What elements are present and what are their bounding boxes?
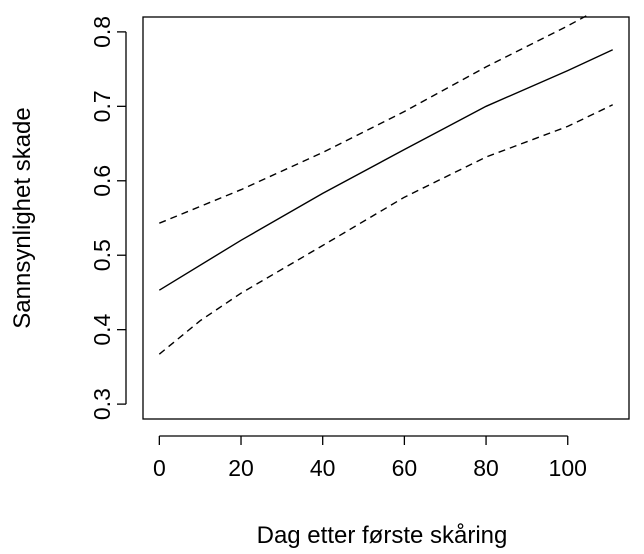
x-tick-label: 80 [473, 455, 499, 481]
series-group [158, 14, 614, 355]
y-tick-label: 0.5 [89, 239, 115, 271]
x-tick-label: 100 [549, 455, 587, 481]
y-tick-label: 0.4 [89, 313, 115, 345]
series-line-lower-bound [158, 104, 614, 355]
y-tick-label: 0.7 [89, 90, 115, 122]
y-tick-label: 0.6 [89, 165, 115, 197]
y-axis-title: Sannsynlighet skade [9, 107, 36, 328]
x-tick-label: 40 [310, 455, 336, 481]
x-tick-label: 0 [153, 455, 166, 481]
y-tick-label: 0.3 [89, 388, 115, 420]
x-axis-title: Dag etter første skåring [257, 522, 508, 549]
series-line-fit [158, 49, 613, 291]
y-tick-label: 0.8 [89, 16, 115, 48]
plot-area-box [142, 16, 630, 420]
x-axis: 0 20 40 60 80 100 [153, 435, 587, 481]
x-tick-label: 20 [228, 455, 254, 481]
series-line-upper-bound [159, 14, 589, 224]
x-tick-label: 60 [392, 455, 418, 481]
y-axis: 0.3 0.4 0.5 0.6 0.7 0.8 [89, 16, 127, 420]
